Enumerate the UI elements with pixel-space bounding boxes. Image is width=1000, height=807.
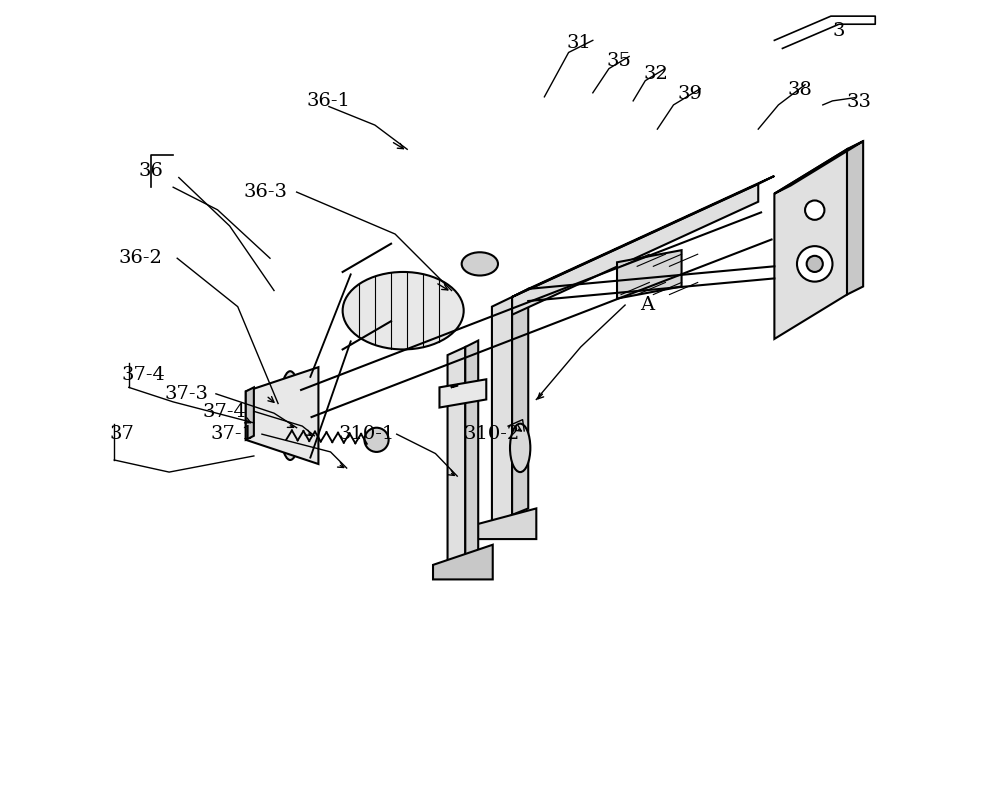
Text: 310-1: 310-1: [339, 425, 395, 443]
Text: A: A: [640, 296, 654, 314]
Polygon shape: [847, 141, 863, 295]
Circle shape: [364, 428, 389, 452]
Circle shape: [807, 256, 823, 272]
Ellipse shape: [279, 371, 301, 460]
Ellipse shape: [462, 253, 498, 275]
Text: 35: 35: [607, 52, 632, 70]
Ellipse shape: [510, 424, 530, 472]
Text: 31: 31: [567, 34, 592, 52]
Text: 36-1: 36-1: [306, 92, 350, 110]
Polygon shape: [439, 379, 486, 408]
Text: 37-1: 37-1: [210, 425, 254, 443]
Text: 36: 36: [139, 162, 164, 180]
Text: 37: 37: [110, 425, 135, 443]
Polygon shape: [246, 387, 254, 440]
Text: 310-2: 310-2: [464, 425, 520, 443]
Polygon shape: [774, 141, 863, 194]
Circle shape: [797, 246, 832, 282]
Polygon shape: [617, 250, 682, 299]
Text: 36-2: 36-2: [119, 249, 163, 267]
Text: 32: 32: [643, 65, 668, 83]
Polygon shape: [433, 545, 493, 579]
Polygon shape: [774, 149, 847, 339]
Text: 3: 3: [833, 22, 845, 40]
Ellipse shape: [343, 272, 464, 349]
Text: 37-4: 37-4: [202, 403, 246, 420]
Polygon shape: [465, 341, 478, 557]
Circle shape: [805, 200, 824, 220]
Polygon shape: [476, 508, 536, 539]
Polygon shape: [492, 297, 512, 525]
Text: 36-3: 36-3: [244, 183, 288, 201]
Polygon shape: [512, 176, 774, 297]
Polygon shape: [246, 367, 318, 464]
Text: 39: 39: [677, 85, 702, 102]
Polygon shape: [451, 385, 457, 387]
Polygon shape: [512, 184, 758, 315]
Text: 37-3: 37-3: [165, 385, 209, 403]
Text: 33: 33: [847, 94, 872, 111]
Text: 37-4: 37-4: [121, 366, 165, 384]
Polygon shape: [512, 289, 528, 515]
Polygon shape: [448, 347, 465, 565]
Text: 38: 38: [788, 82, 813, 99]
